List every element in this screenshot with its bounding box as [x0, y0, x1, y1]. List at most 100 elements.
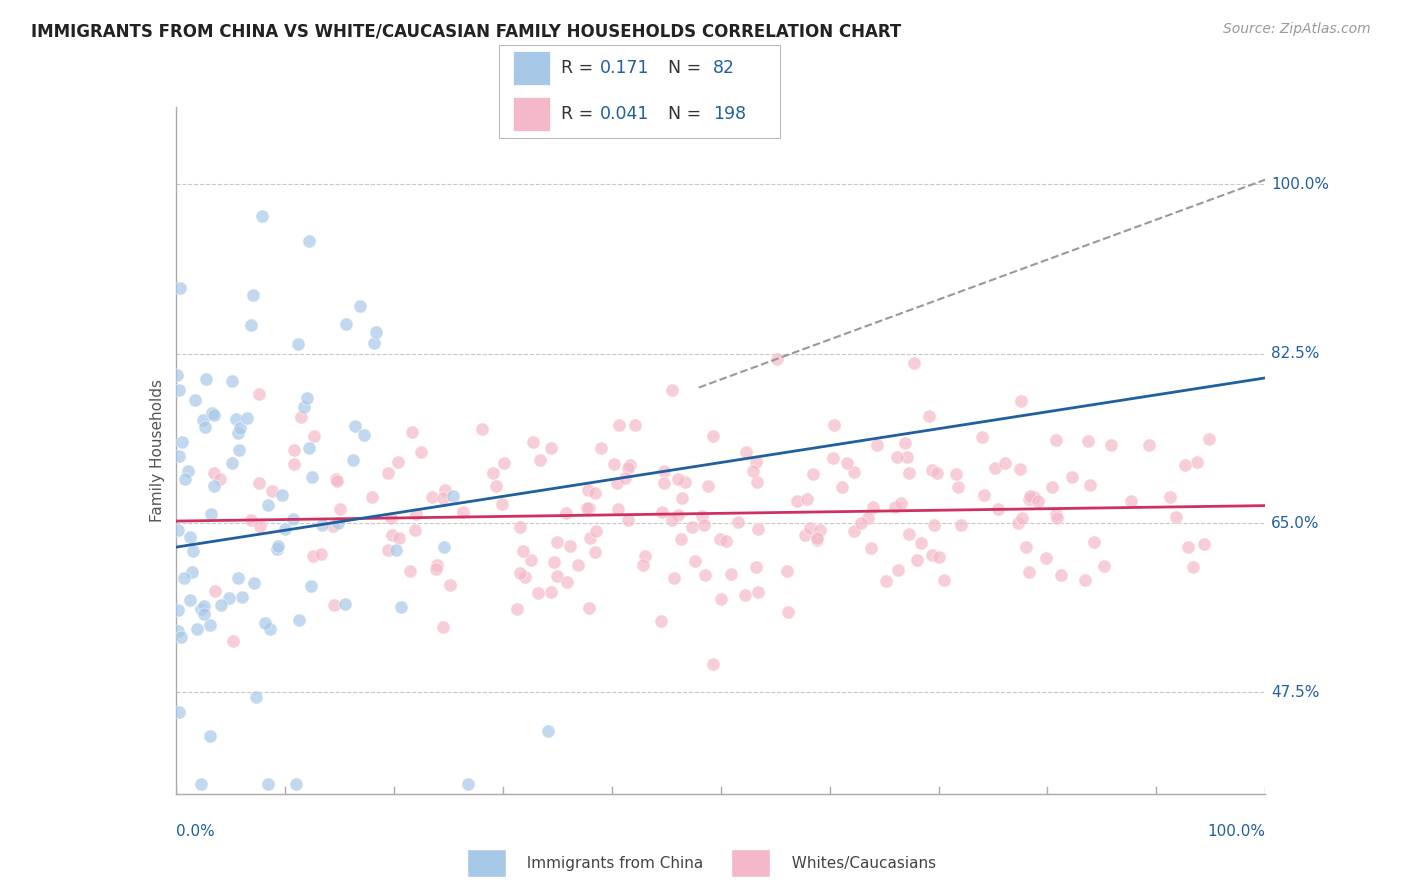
Point — [411, 445, 433, 459]
Point — [169, 280, 191, 294]
Point — [806, 533, 828, 547]
Point — [363, 336, 385, 351]
Point — [927, 466, 949, 480]
Point — [1078, 478, 1101, 492]
Point — [821, 450, 844, 465]
Point — [433, 541, 456, 555]
Point — [603, 458, 626, 472]
Point — [482, 467, 505, 481]
Point — [932, 573, 955, 587]
Point — [1174, 458, 1197, 473]
Point — [693, 517, 716, 532]
Point — [669, 532, 692, 546]
Point — [439, 577, 461, 591]
Point — [451, 505, 474, 519]
Point — [239, 513, 262, 527]
Point — [903, 355, 925, 369]
Point — [1046, 511, 1069, 525]
Point — [226, 426, 249, 441]
Point — [796, 491, 818, 506]
Point — [256, 777, 278, 791]
Point — [335, 597, 357, 611]
Point — [298, 441, 321, 455]
Point — [170, 630, 193, 644]
Point — [673, 475, 696, 490]
Point — [181, 544, 204, 558]
Point — [583, 545, 606, 559]
Point — [260, 483, 283, 498]
Point — [167, 603, 190, 617]
Point — [322, 519, 344, 533]
Point — [247, 387, 270, 401]
Point — [671, 491, 693, 505]
Point — [1092, 559, 1115, 574]
Point — [173, 571, 195, 585]
Point — [1077, 434, 1099, 448]
Point — [200, 618, 222, 632]
Text: 100.0%: 100.0% — [1208, 824, 1265, 839]
Point — [831, 480, 853, 494]
Point — [1015, 541, 1038, 555]
Point — [619, 458, 641, 472]
Point — [299, 579, 322, 593]
Point — [546, 534, 568, 549]
Point — [837, 457, 859, 471]
Point — [786, 494, 808, 508]
Point — [575, 500, 598, 515]
Text: 0.0%: 0.0% — [176, 824, 215, 839]
Point — [862, 500, 884, 514]
Point — [1019, 489, 1042, 503]
Point — [242, 288, 264, 302]
Point — [1018, 565, 1040, 579]
Point — [221, 456, 243, 470]
Point — [172, 434, 194, 449]
Point — [1121, 493, 1143, 508]
Point — [661, 383, 683, 397]
Point — [681, 520, 703, 534]
Point — [917, 409, 939, 424]
Point — [225, 412, 247, 426]
Point — [226, 572, 249, 586]
Point — [922, 517, 945, 532]
Point — [714, 533, 737, 548]
Point — [249, 519, 271, 533]
Point — [747, 584, 769, 599]
Point — [281, 512, 304, 526]
Point — [1137, 438, 1160, 452]
Point — [433, 483, 456, 497]
Text: 82: 82 — [713, 59, 735, 77]
Point — [994, 456, 1017, 470]
Point — [583, 486, 606, 500]
Point — [696, 479, 718, 493]
Point — [776, 564, 799, 578]
Point — [578, 531, 600, 545]
Text: IMMIGRANTS FROM CHINA VS WHITE/CAUCASIAN FAMILY HOUSEHOLDS CORRELATION CHART: IMMIGRANTS FROM CHINA VS WHITE/CAUCASIAN… — [31, 22, 901, 40]
Point — [543, 555, 565, 569]
Point — [167, 705, 190, 719]
Point — [745, 560, 768, 574]
Point — [1024, 490, 1046, 504]
Point — [887, 563, 910, 577]
Text: N =: N = — [668, 59, 707, 77]
Point — [387, 455, 409, 469]
Point — [295, 392, 318, 406]
Point — [193, 599, 215, 613]
Y-axis label: Family Households: Family Households — [149, 379, 165, 522]
Point — [745, 455, 768, 469]
Point — [322, 599, 344, 613]
Text: 100.0%: 100.0% — [1271, 177, 1329, 192]
Point — [776, 605, 799, 619]
Point — [167, 450, 190, 464]
Point — [209, 472, 232, 486]
Point — [607, 417, 630, 432]
Point — [734, 588, 756, 602]
Point — [898, 526, 921, 541]
Point — [972, 430, 994, 444]
Point — [353, 427, 375, 442]
Point — [884, 500, 907, 515]
Point — [177, 463, 200, 477]
Point — [179, 593, 201, 607]
Point — [540, 585, 562, 599]
Point — [886, 450, 908, 464]
Point — [377, 466, 399, 480]
